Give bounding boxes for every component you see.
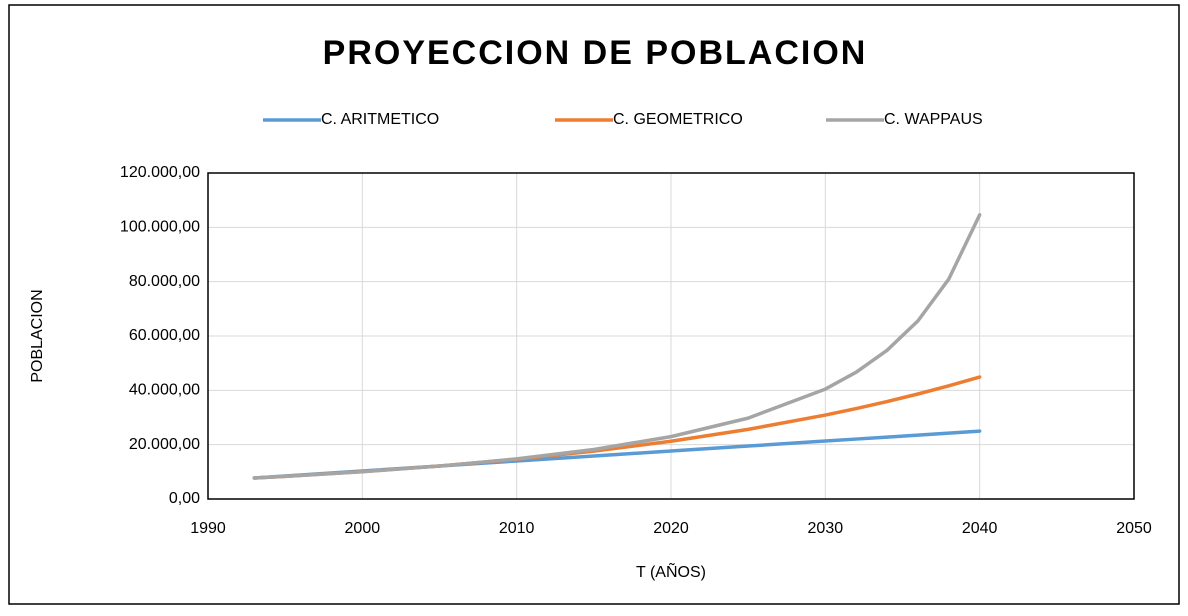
x-tick-label: 2040 [962,520,998,537]
legend-label: C. GEOMETRICO [613,111,743,128]
x-tick-label: 2050 [1116,520,1152,537]
x-axis-title: T (AÑOS) [636,561,706,581]
y-tick-label: 100.000,00 [120,219,200,236]
chart-frame [8,4,1180,605]
x-tick-label: 2000 [345,520,381,537]
series-line [252,213,982,480]
y-tick-label: 120.000,00 [120,164,200,181]
chart-title: PROYECCION DE POBLACION [323,34,868,72]
y-tick-label: 60.000,00 [129,327,200,344]
legend-label: C. WAPPAUS [884,111,983,128]
y-tick-label: 80.000,00 [129,273,200,290]
x-tick-label: 1990 [190,520,226,537]
legend-label: C. ARITMETICO [321,111,439,128]
x-tick-label: 2010 [499,520,535,537]
x-tick-label: 2020 [653,520,689,537]
y-tick-label: 40.000,00 [129,382,200,399]
y-tick-label: 0,00 [169,490,200,507]
plot-border [207,172,1135,500]
y-axis-title: POBLACION [29,289,46,382]
x-tick-label: 2030 [808,520,844,537]
y-tick-label: 20.000,00 [129,436,200,453]
